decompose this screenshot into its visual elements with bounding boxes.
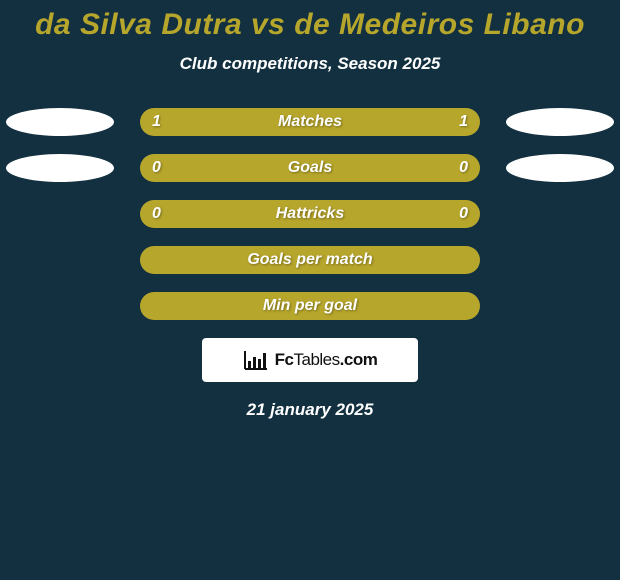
player-right-ellipse xyxy=(506,154,614,182)
stat-row: Min per goal xyxy=(0,292,620,320)
stat-bar: Matches xyxy=(140,108,480,136)
stat-bar: Goals xyxy=(140,154,480,182)
stat-value-left: 1 xyxy=(152,108,161,136)
logo-text: FcTables.com xyxy=(275,350,378,370)
stat-row: Goals per match xyxy=(0,246,620,274)
stat-value-left: 0 xyxy=(152,154,161,182)
stat-row: Matches 1 1 xyxy=(0,108,620,136)
barchart-icon xyxy=(243,349,269,371)
stat-label: Hattricks xyxy=(276,205,344,223)
stat-row: Goals 0 0 xyxy=(0,154,620,182)
player-left-ellipse xyxy=(6,108,114,136)
page-title: da Silva Dutra vs de Medeiros Libano xyxy=(0,0,620,42)
logo-prefix: Fc xyxy=(275,350,294,369)
stat-value-right: 1 xyxy=(459,108,468,136)
stat-bar: Hattricks xyxy=(140,200,480,228)
logo-box: FcTables.com xyxy=(202,338,418,382)
stat-label: Goals per match xyxy=(247,251,372,269)
stat-value-right: 0 xyxy=(459,200,468,228)
stat-value-left: 0 xyxy=(152,200,161,228)
stat-bar: Min per goal xyxy=(140,292,480,320)
subtitle: Club competitions, Season 2025 xyxy=(0,54,620,74)
stat-rows: Matches 1 1 Goals 0 0 Hattricks 0 0 xyxy=(0,108,620,320)
stat-bar: Goals per match xyxy=(140,246,480,274)
logo-suffix: .com xyxy=(340,350,378,369)
stat-row: Hattricks 0 0 xyxy=(0,200,620,228)
player-right-ellipse xyxy=(506,108,614,136)
logo-main: Tables xyxy=(294,350,340,369)
stat-label: Min per goal xyxy=(263,297,357,315)
footer-date: 21 january 2025 xyxy=(0,400,620,420)
stat-label: Matches xyxy=(278,113,342,131)
stat-label: Goals xyxy=(288,159,332,177)
stat-value-right: 0 xyxy=(459,154,468,182)
player-left-ellipse xyxy=(6,154,114,182)
comparison-infographic: da Silva Dutra vs de Medeiros Libano Clu… xyxy=(0,0,620,580)
